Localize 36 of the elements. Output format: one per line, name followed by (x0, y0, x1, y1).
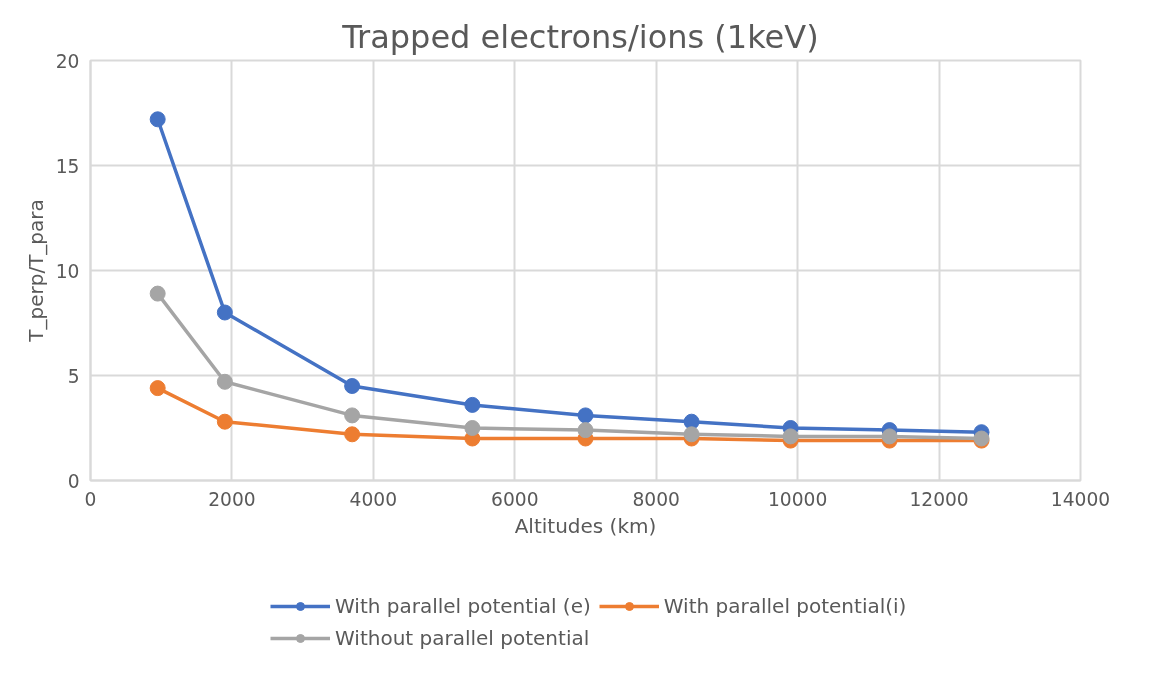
x-tick-label: 4000 (349, 488, 398, 510)
chart-title: Trapped electrons/ions (1keV) (341, 17, 819, 56)
point (577, 407, 594, 424)
point (464, 396, 481, 413)
point (216, 304, 233, 321)
point (782, 428, 799, 445)
point (149, 285, 166, 302)
y-tick-label: 20 (55, 50, 80, 72)
x-axis-title: Altitudes (km) (514, 513, 657, 538)
point (881, 428, 898, 445)
x-tick-label: 12000 (909, 488, 969, 510)
point (344, 407, 361, 424)
point (216, 413, 233, 430)
x-tick-label: 14000 (1050, 488, 1111, 510)
y-tick-label: 0 (67, 470, 80, 492)
point (149, 111, 166, 128)
y-tick-label: 5 (67, 365, 80, 387)
y-axis-title: T_perp/T_para (23, 199, 48, 343)
point (344, 426, 361, 443)
point (149, 380, 166, 397)
legend-label: With parallel potential(i) (663, 594, 907, 618)
legend-label: Without parallel potential (335, 626, 590, 650)
y-tick-label: 15 (55, 155, 80, 177)
legend-label: With parallel potential (e) (335, 594, 591, 618)
x-tick-label: 2000 (208, 488, 256, 510)
x-tick-label: 10000 (767, 488, 828, 510)
x-tick-label: 8000 (632, 488, 680, 510)
point (344, 378, 361, 394)
point (216, 373, 233, 390)
point (577, 422, 594, 439)
point (683, 426, 700, 443)
point (464, 420, 481, 436)
y-tick-label: 10 (55, 260, 80, 282)
x-tick-label: 0 (84, 488, 97, 510)
x-tick-label: 6000 (491, 488, 539, 510)
point (683, 413, 700, 430)
